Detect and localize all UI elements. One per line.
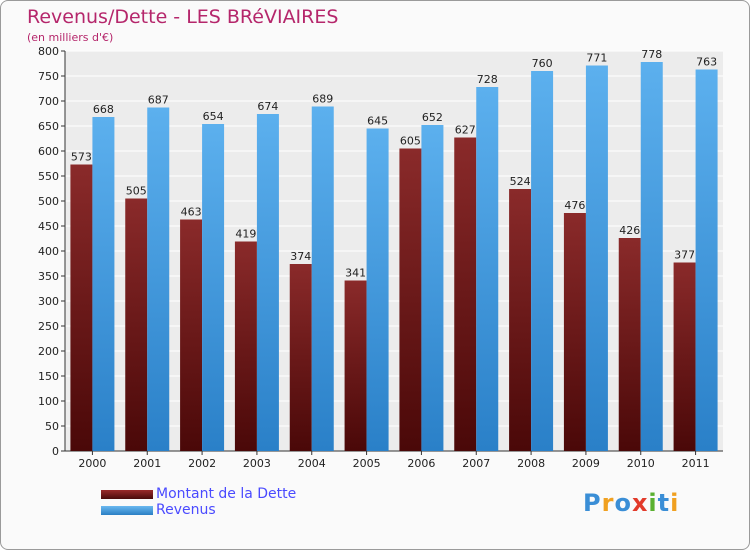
logo-letter: i bbox=[670, 489, 680, 517]
proxiti-logo: Proxiti bbox=[583, 489, 679, 517]
x-tick-label: 2007 bbox=[462, 457, 490, 470]
bar-dette bbox=[125, 198, 148, 451]
x-tick-label: 2001 bbox=[133, 457, 161, 470]
data-label-dette: 573 bbox=[71, 151, 92, 164]
bar-dette bbox=[180, 219, 203, 451]
legend-swatch-dette bbox=[101, 490, 153, 499]
data-label-revenus: 645 bbox=[367, 115, 388, 128]
data-label-revenus: 760 bbox=[532, 57, 553, 70]
y-tick-label: 150 bbox=[38, 370, 59, 383]
bar-revenus bbox=[695, 69, 718, 451]
y-tick-label: 300 bbox=[38, 295, 59, 308]
bar-dette bbox=[344, 280, 367, 451]
data-label-revenus: 728 bbox=[477, 73, 498, 86]
data-label-dette: 426 bbox=[619, 224, 640, 237]
bar-revenus bbox=[585, 65, 608, 451]
x-tick-label: 2011 bbox=[682, 457, 710, 470]
chart-subtitle: (en milliers d'€) bbox=[27, 31, 114, 44]
data-label-revenus: 652 bbox=[422, 111, 443, 124]
bar-revenus bbox=[256, 114, 279, 451]
y-tick-label: 600 bbox=[38, 145, 59, 158]
data-label-revenus: 654 bbox=[203, 110, 224, 123]
y-tick-label: 200 bbox=[38, 345, 59, 358]
logo-letter: o bbox=[614, 489, 632, 517]
x-tick-label: 2004 bbox=[298, 457, 326, 470]
data-label-revenus: 668 bbox=[93, 103, 114, 116]
x-tick-label: 2002 bbox=[188, 457, 216, 470]
bar-revenus bbox=[311, 106, 334, 451]
legend-label-dette: Montant de la Dette bbox=[156, 486, 297, 502]
bar-revenus bbox=[421, 125, 444, 451]
data-label-dette: 377 bbox=[674, 249, 695, 262]
bar-dette bbox=[509, 189, 532, 451]
bar-dette bbox=[70, 164, 93, 451]
data-label-dette: 419 bbox=[235, 228, 256, 241]
bar-revenus bbox=[202, 124, 225, 451]
y-tick-label: 800 bbox=[38, 45, 59, 58]
data-label-dette: 505 bbox=[126, 185, 147, 198]
data-label-dette: 524 bbox=[510, 175, 531, 188]
bar-revenus bbox=[476, 87, 499, 451]
logo-letter: P bbox=[583, 489, 602, 517]
x-tick-label: 2009 bbox=[572, 457, 600, 470]
y-tick-label: 50 bbox=[45, 420, 59, 433]
y-tick-label: 100 bbox=[38, 395, 59, 408]
bar-revenus bbox=[92, 117, 115, 451]
y-tick-label: 350 bbox=[38, 270, 59, 283]
chart-title: Revenus/Dette - LES BRéVIAIRES bbox=[27, 6, 339, 28]
bar-revenus bbox=[147, 107, 170, 451]
bar-dette bbox=[399, 148, 422, 451]
x-tick-label: 2010 bbox=[627, 457, 655, 470]
y-tick-label: 450 bbox=[38, 220, 59, 233]
y-tick-label: 400 bbox=[38, 245, 59, 258]
logo-letter: t bbox=[657, 489, 671, 517]
bar-dette bbox=[454, 137, 477, 451]
y-tick-label: 250 bbox=[38, 320, 59, 333]
bar-dette bbox=[289, 264, 312, 451]
data-label-revenus: 763 bbox=[696, 56, 717, 69]
data-label-dette: 627 bbox=[455, 124, 476, 137]
legend-label-revenus: Revenus bbox=[156, 502, 216, 518]
bar-revenus bbox=[366, 128, 389, 451]
bar-dette bbox=[563, 213, 586, 451]
data-label-revenus: 771 bbox=[586, 52, 607, 65]
legend-swatch-revenus bbox=[101, 506, 153, 515]
bar-dette bbox=[673, 262, 696, 451]
data-label-revenus: 674 bbox=[257, 100, 278, 113]
data-label-revenus: 689 bbox=[312, 93, 333, 106]
data-label-dette: 605 bbox=[400, 135, 421, 148]
logo-letter: x bbox=[631, 489, 649, 517]
y-tick-label: 650 bbox=[38, 120, 59, 133]
data-label-dette: 463 bbox=[181, 206, 202, 219]
y-tick-label: 550 bbox=[38, 170, 59, 183]
data-label-dette: 374 bbox=[290, 250, 311, 263]
x-tick-label: 2003 bbox=[243, 457, 271, 470]
data-label-dette: 476 bbox=[564, 199, 585, 212]
bar-dette bbox=[618, 238, 641, 451]
logo-letter: r bbox=[601, 489, 615, 517]
bar-revenus bbox=[531, 71, 554, 451]
data-label-revenus: 687 bbox=[148, 94, 169, 107]
y-tick-label: 750 bbox=[38, 70, 59, 83]
bar-revenus bbox=[640, 62, 663, 451]
x-tick-label: 2000 bbox=[78, 457, 106, 470]
logo-letter: i bbox=[648, 489, 658, 517]
x-tick-label: 2005 bbox=[353, 457, 381, 470]
data-label-dette: 341 bbox=[345, 267, 366, 280]
y-tick-label: 500 bbox=[38, 195, 59, 208]
x-tick-label: 2008 bbox=[517, 457, 545, 470]
bar-dette bbox=[234, 241, 257, 451]
y-tick-label: 700 bbox=[38, 95, 59, 108]
data-label-revenus: 778 bbox=[641, 48, 662, 61]
y-tick-label: 0 bbox=[52, 445, 59, 458]
x-tick-label: 2006 bbox=[407, 457, 435, 470]
